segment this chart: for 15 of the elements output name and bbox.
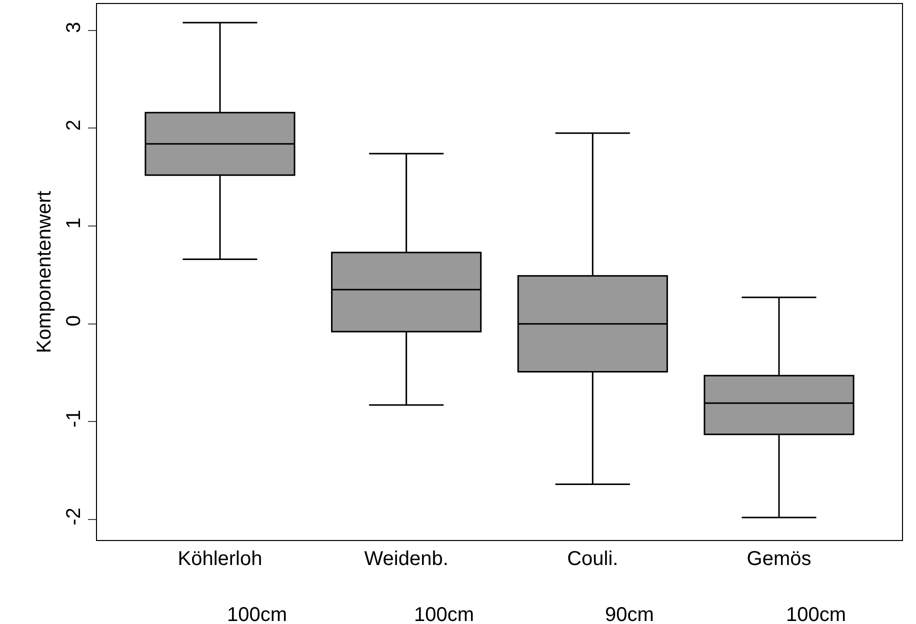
text: 100cm — [227, 604, 288, 624]
x-tick-label: Couli. — [567, 548, 618, 570]
text: 100cm — [786, 604, 846, 624]
y-tick-label: -2 — [63, 508, 85, 526]
y-tick-label: 0 — [63, 315, 85, 326]
y-axis-title: Komponentenwert — [34, 190, 56, 354]
y-tick-label: 2 — [63, 120, 85, 131]
y-tick-label: 3 — [63, 22, 85, 33]
y-tick-label: 1 — [63, 217, 85, 229]
x-tick-label: Köhlerloh — [178, 548, 262, 570]
y-tick-label: -1 — [63, 410, 85, 428]
x-tick-label: Weidenb. — [364, 548, 448, 570]
x-tick-label: Gemös — [746, 548, 812, 570]
text: 100cm — [414, 604, 474, 624]
text: 90cm — [605, 604, 654, 624]
